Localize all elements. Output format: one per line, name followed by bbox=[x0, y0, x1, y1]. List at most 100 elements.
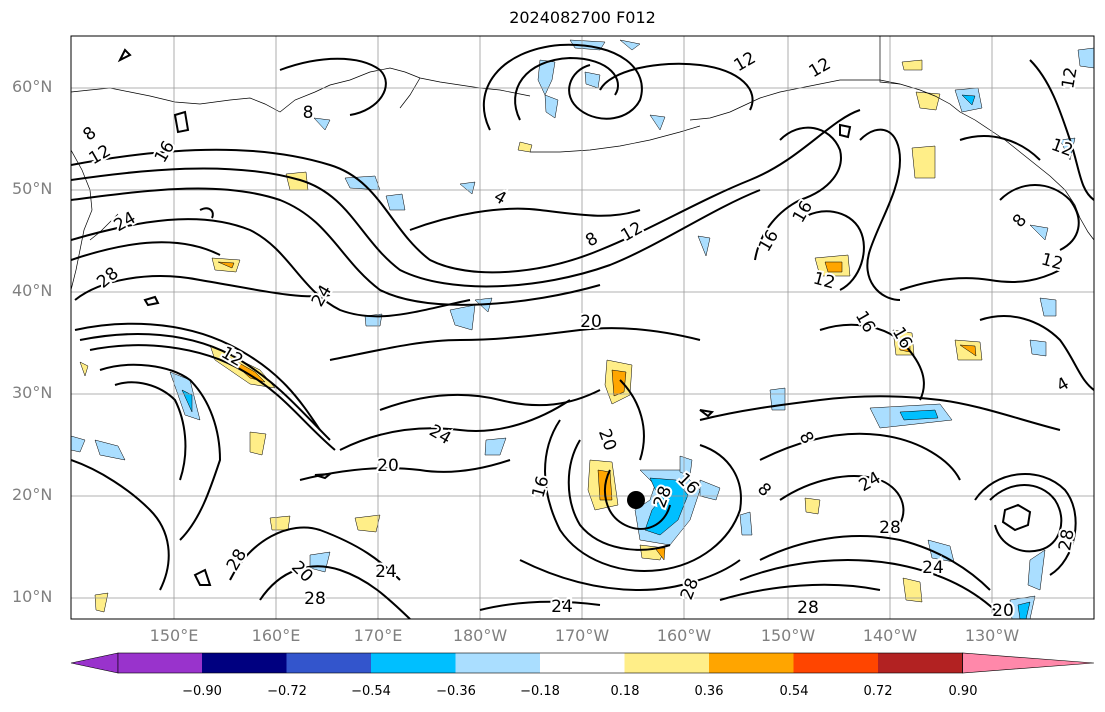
contour-line bbox=[409, 207, 641, 231]
contour-line bbox=[567, 439, 671, 551]
shade-patch bbox=[354, 514, 381, 533]
colorbar-tick-label: 0.36 bbox=[694, 684, 724, 699]
colorbar-tick-label: −0.36 bbox=[436, 684, 476, 699]
contour-line bbox=[71, 167, 761, 288]
lon-label: 150°E bbox=[149, 626, 199, 645]
coastlines bbox=[71, 36, 1094, 291]
contour-label: 28 bbox=[879, 518, 901, 538]
colorbar-tick-label: 0.54 bbox=[779, 684, 809, 699]
contour-line bbox=[379, 389, 601, 411]
colorbar-tick-label: −0.72 bbox=[267, 684, 307, 699]
contour-line bbox=[89, 344, 336, 451]
shade-patch bbox=[902, 577, 923, 603]
colorbar-tick-label: 0.18 bbox=[610, 684, 640, 699]
contour-line bbox=[999, 184, 1080, 251]
contour-label: 20 bbox=[992, 601, 1014, 621]
contour-line bbox=[339, 399, 571, 451]
map-plot-area bbox=[71, 36, 1094, 619]
shade-patch bbox=[1029, 224, 1049, 241]
contour-line bbox=[143, 295, 160, 307]
shade-patch bbox=[619, 39, 641, 51]
coastline-border bbox=[879, 36, 901, 85]
colorbar-segment bbox=[793, 653, 879, 673]
lat-label: 60°N bbox=[12, 77, 53, 96]
shade-patch bbox=[484, 437, 507, 456]
colorbar bbox=[70, 652, 1095, 674]
contour-line bbox=[74, 322, 321, 431]
lon-label: 170°W bbox=[554, 626, 610, 645]
lon-label: 170°E bbox=[353, 626, 403, 645]
contour-line bbox=[699, 395, 1061, 431]
contour-label: 28 bbox=[304, 589, 326, 609]
contour-line bbox=[1001, 503, 1032, 532]
colorbar-segment bbox=[455, 653, 541, 673]
lat-label: 50°N bbox=[12, 179, 53, 198]
colorbar-tick-label: 0.72 bbox=[863, 684, 893, 699]
contour-line bbox=[519, 559, 741, 592]
contour-line bbox=[514, 56, 619, 121]
contour-line bbox=[899, 269, 1061, 291]
shade-patch bbox=[959, 344, 977, 357]
contour-line bbox=[173, 110, 190, 134]
contour-line bbox=[759, 535, 991, 591]
shade-patch bbox=[1039, 297, 1057, 317]
contour-line bbox=[719, 583, 881, 601]
contour-line bbox=[1029, 59, 1094, 201]
contour-line bbox=[754, 126, 842, 261]
colorbar-segment bbox=[118, 653, 203, 673]
lon-label: 130°W bbox=[964, 626, 1020, 645]
lon-label: 180°W bbox=[452, 626, 508, 645]
shade-patch bbox=[901, 59, 923, 71]
lat-label: 30°N bbox=[12, 383, 53, 402]
shaded-anomalies bbox=[71, 39, 1094, 619]
contour-line bbox=[329, 327, 701, 361]
lon-label: 150°W bbox=[760, 626, 816, 645]
contour-line bbox=[699, 409, 715, 418]
colorbar-segment bbox=[878, 653, 963, 673]
shade-patch bbox=[915, 91, 941, 111]
colorbar-segment bbox=[202, 653, 287, 673]
contour-line bbox=[799, 210, 865, 291]
shade-patch bbox=[449, 304, 476, 331]
shade-patch bbox=[385, 193, 406, 211]
contour-line bbox=[604, 469, 671, 530]
shade-patch bbox=[313, 117, 331, 131]
lat-label: 10°N bbox=[12, 587, 53, 606]
colorbar-segment bbox=[286, 653, 372, 673]
shade-patch bbox=[1077, 47, 1094, 69]
shade-patch bbox=[961, 94, 976, 106]
coastline-bc bbox=[1079, 217, 1094, 241]
colorbar-tick-label: −0.90 bbox=[182, 684, 222, 699]
colorbar-segment bbox=[540, 653, 625, 673]
colorbar-tick-label: 0.90 bbox=[948, 684, 978, 699]
coastline-bering bbox=[399, 77, 421, 109]
contour-line bbox=[979, 315, 1094, 391]
shade-patch bbox=[699, 479, 721, 501]
contour-line bbox=[859, 128, 902, 301]
contour-line bbox=[99, 363, 222, 541]
contour-label: 8 bbox=[303, 103, 314, 123]
shade-patch bbox=[537, 59, 556, 96]
coastline-kuril bbox=[89, 213, 119, 241]
shade-patch bbox=[804, 497, 821, 515]
shade-patch bbox=[94, 439, 126, 461]
contour-line bbox=[839, 123, 852, 139]
lon-label: 140°W bbox=[862, 626, 918, 645]
shade-patch bbox=[217, 261, 235, 269]
contour-line bbox=[259, 565, 411, 619]
contour-line bbox=[193, 568, 212, 586]
shade-patch bbox=[249, 431, 267, 456]
contour-line bbox=[199, 207, 214, 219]
shade-patch bbox=[824, 261, 843, 273]
colorbar-tick-label: −0.54 bbox=[351, 684, 391, 699]
contour-line bbox=[79, 333, 331, 441]
colorbar-segment bbox=[371, 653, 456, 673]
shade-patch bbox=[611, 369, 627, 397]
shade-patch bbox=[649, 114, 666, 131]
contour-line bbox=[544, 419, 742, 572]
shade-patch bbox=[79, 361, 89, 377]
contour-line bbox=[74, 275, 331, 301]
coastline-kamchatka bbox=[71, 149, 93, 291]
contour-label: 24 bbox=[551, 597, 573, 617]
